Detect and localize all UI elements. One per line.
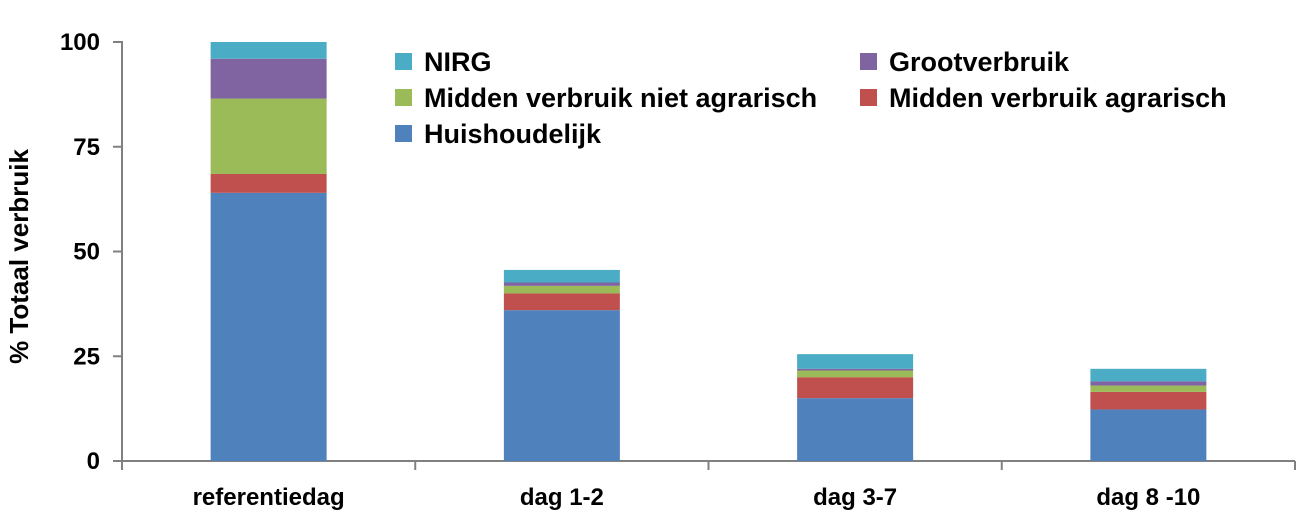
bar-segment (503, 282, 620, 286)
legend-swatch (395, 89, 412, 106)
bar-segment (210, 42, 327, 59)
y-tick-label: 0 (87, 448, 100, 475)
legend-label: Midden verbruik agrarisch (889, 83, 1227, 113)
bar-segment (503, 293, 620, 311)
bar-segment (1090, 368, 1207, 382)
bar-segment (1090, 381, 1207, 386)
bar-segment (503, 285, 620, 294)
bar-segment (797, 354, 914, 369)
bar-segment (503, 310, 620, 461)
bar-segment (210, 173, 327, 193)
bar-segment (797, 370, 914, 378)
bar-segment (210, 98, 327, 174)
x-tick-label: dag 3-7 (813, 484, 897, 511)
axes: 0 25 50 75 100 referentiedag dag 1-2 dag 3-7 dag… (4, 29, 1296, 511)
y-axis-title: % Totaal verbruik (4, 149, 34, 364)
bar-segment (503, 269, 620, 283)
y-tick-label: 100 (60, 29, 100, 56)
legend-label: NIRG (424, 47, 492, 77)
legend-swatch (860, 53, 877, 70)
legend-swatch (860, 89, 877, 106)
y-tick-label: 50 (73, 239, 100, 266)
legend-label: Grootverbruik (889, 47, 1070, 77)
bar-segment (1090, 391, 1207, 410)
legend-label: Huishoudelijk (424, 119, 602, 149)
bar-segment (797, 398, 914, 461)
bars (210, 42, 1207, 461)
legend-label: Midden verbruik niet agrarisch (424, 83, 817, 113)
bar-segment (210, 58, 327, 99)
legend-swatch (395, 53, 412, 70)
legend: NIRG Grootverbruik Midden verbruik niet ag… (395, 47, 1227, 149)
x-tick-label: dag 1-2 (520, 484, 604, 511)
bar-segment (210, 192, 327, 461)
y-tick-label: 75 (73, 134, 100, 161)
bar-segment (797, 368, 914, 371)
bar-segment (797, 377, 914, 399)
x-tick-label: dag 8 -10 (1096, 484, 1200, 511)
y-tick-label: 25 (73, 343, 100, 370)
x-tick-label: referentiedag (193, 484, 345, 511)
bar-segment (1090, 385, 1207, 392)
legend-swatch (395, 125, 412, 142)
bar-segment (1090, 409, 1207, 461)
